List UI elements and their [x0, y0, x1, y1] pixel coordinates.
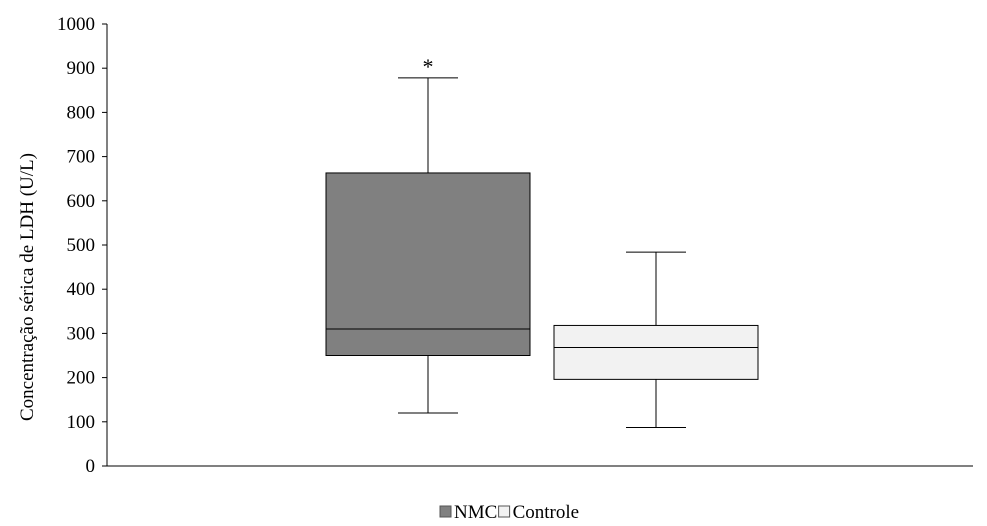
y-tick-label: 0: [86, 456, 96, 477]
legend-swatch-nmc: [439, 505, 452, 518]
y-tick-label: 400: [67, 279, 96, 300]
legend-label-nmc: NMC: [454, 502, 497, 523]
legend-label-controle: Controle: [513, 502, 580, 523]
box-nmc: *: [325, 54, 531, 414]
box-series: *: [325, 54, 759, 429]
y-tick-label: 500: [67, 235, 96, 256]
box-controle: [553, 251, 759, 429]
y-tick-label: 100: [67, 412, 96, 433]
y-tick-label: 900: [67, 58, 96, 79]
legend-swatch-controle: [498, 505, 511, 518]
y-axis-label: Concentração sérica de LDH (U/L): [17, 153, 38, 421]
y-tick-label: 300: [67, 323, 96, 344]
y-tick-label: 1000: [57, 14, 95, 35]
significance-marker: *: [423, 54, 434, 79]
y-tick-label: 800: [67, 102, 96, 123]
y-tick-label: 600: [67, 191, 96, 212]
y-tick-label: 200: [67, 368, 96, 389]
y-axis: 0 100 200 300 400 500 600 700 800 900 1000: [57, 14, 108, 477]
legend: NMC Controle: [439, 502, 580, 523]
iqr-box: [553, 324, 759, 380]
y-tick-label: 700: [67, 147, 96, 168]
iqr-box: [325, 172, 531, 356]
